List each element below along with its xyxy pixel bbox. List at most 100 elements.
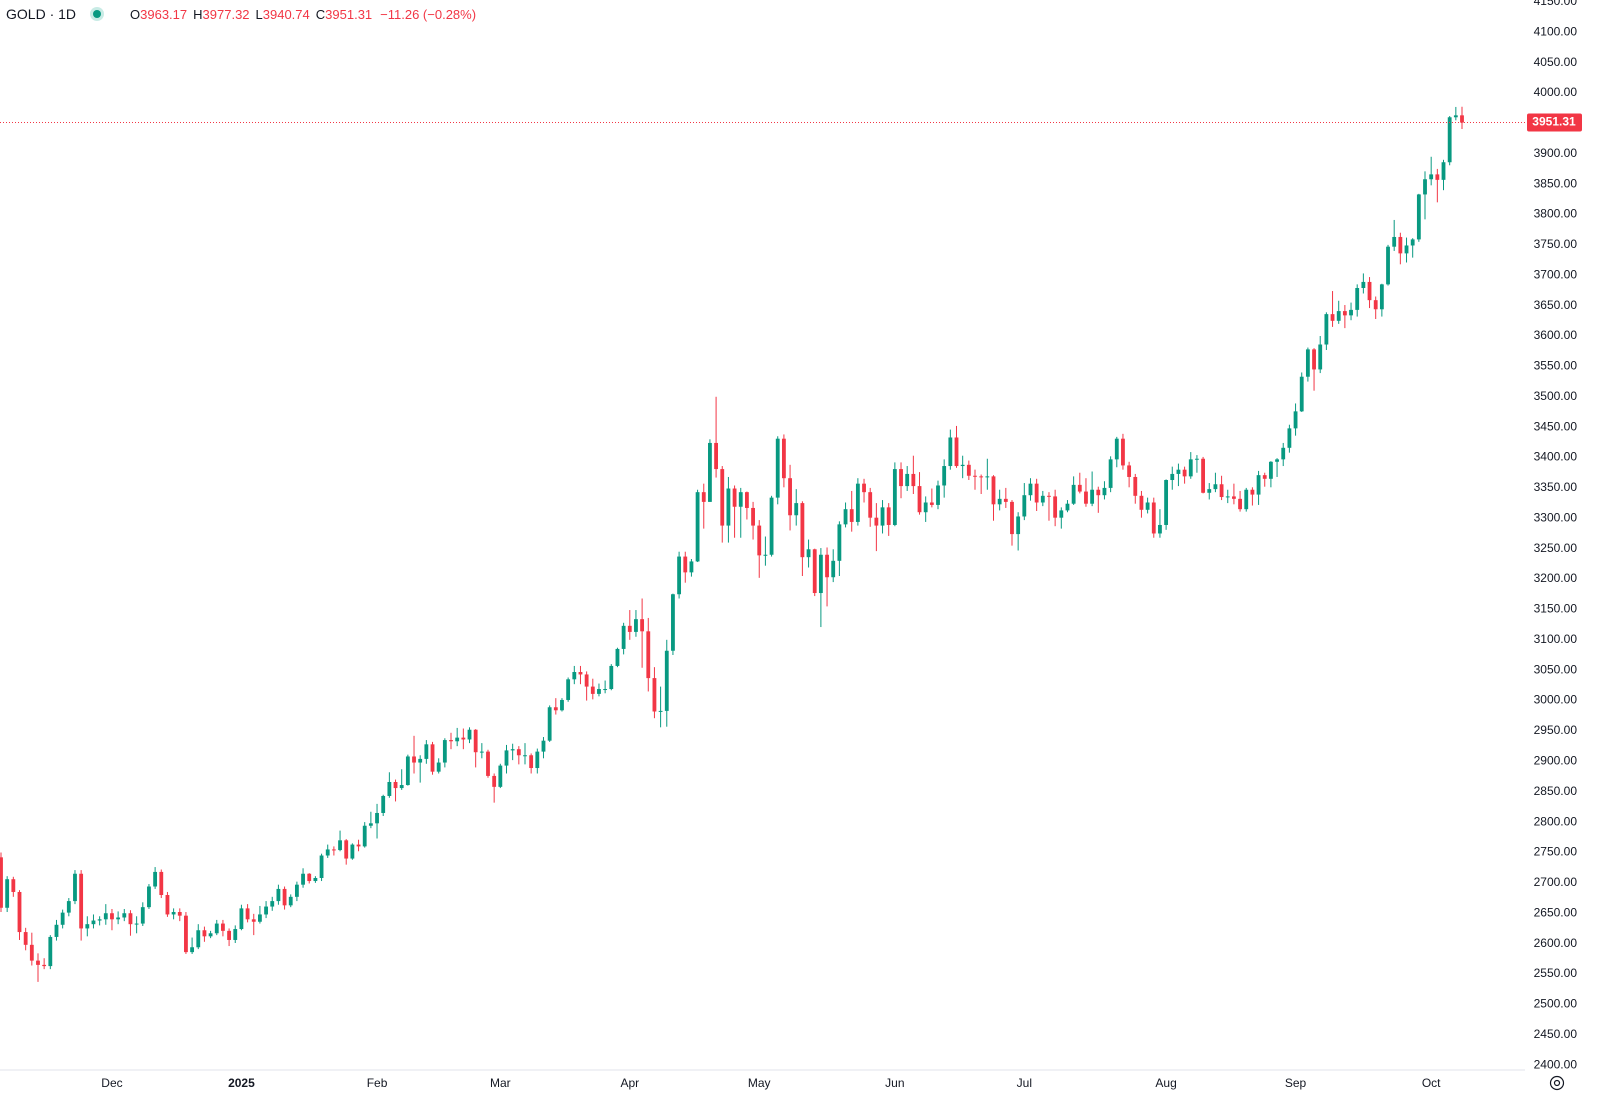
candle-body [745,492,749,508]
candle-body [313,877,318,882]
y-tick-label: 2700.00 [1534,875,1578,889]
candle-body [282,888,287,906]
candle-body [442,740,447,763]
candle-body [535,751,540,769]
candle-body [184,915,188,953]
candle-body [1244,489,1249,510]
candle-body [227,930,231,940]
settings-icon[interactable] [1549,1075,1565,1091]
candle-body [368,823,373,826]
candle-body [467,729,472,740]
candle-body [640,619,645,632]
candle-body [609,665,614,690]
candle-body [812,549,817,594]
candle-body [42,964,47,967]
candle-body [892,469,897,525]
settings-ring[interactable] [1549,1075,1565,1091]
candle-body [153,871,158,887]
candle-body [479,751,484,753]
candle-body [196,930,201,948]
candle-body [1053,496,1058,518]
candle-body [1047,495,1051,497]
candle-body [202,930,207,937]
candle-body [307,873,312,882]
symbol[interactable]: GOLD · 1D [6,6,77,22]
y-tick-label: 3900.00 [1534,146,1578,160]
x-tick-label: 2025 [228,1076,255,1090]
candle-body [862,483,866,493]
candle-body [1453,115,1458,118]
candle-body [1133,476,1138,496]
y-tick-label: 2950.00 [1534,723,1578,737]
candle-body [134,923,139,925]
candle-body [288,896,293,906]
candle-body [1262,475,1267,479]
candle-body [1441,162,1446,180]
candle-body [1268,461,1273,479]
y-tick-label: 3750.00 [1534,237,1578,251]
candle-body [677,556,682,595]
candle-body [1010,501,1014,535]
y-tick-label: 3150.00 [1534,602,1578,616]
candle-body [208,933,213,937]
y-tick-label: 3050.00 [1534,662,1578,676]
candle-body [85,924,90,929]
candle-body [572,672,577,680]
candle-body [381,795,386,813]
candle-body [781,438,786,479]
x-tick-label: Dec [101,1076,122,1090]
close-value: 3951.31 [325,6,373,22]
candle-body [331,849,336,851]
candle-body [973,475,977,477]
candle-body [430,744,435,772]
y-tick-label: 2600.00 [1534,936,1578,950]
candle-body [116,917,121,920]
market-status[interactable] [90,7,105,21]
candle-body [671,594,675,651]
candle-body [1460,115,1464,123]
candle-body [1404,245,1409,254]
candle-body [1108,459,1113,488]
y-tick-label: 2500.00 [1534,997,1578,1011]
candle-body [319,855,324,878]
candle-body [1330,314,1335,321]
candle-body [763,554,768,556]
candle-body [646,631,651,679]
candle-body [1281,447,1286,460]
candle-body [1392,236,1397,247]
candle-body [1429,174,1434,180]
y-tick-label: 2900.00 [1534,754,1578,768]
candle-body [239,908,244,930]
candle-body [1299,376,1304,412]
candle-body [356,844,361,847]
candle-body [1084,491,1088,504]
candle-body [258,914,262,922]
candle-body [387,781,392,796]
candle-body [936,485,940,505]
y-tick-label: 3000.00 [1534,693,1578,707]
y-tick-label: 3100.00 [1534,632,1578,646]
legend: GOLD · 1D O 3963.17 H 3977.32 L 3940.74 C 39… [6,6,476,22]
candle-body [325,849,330,856]
candle-body [1287,428,1292,448]
candle-body [110,913,114,920]
candle-body [399,785,404,789]
candle-body [473,729,478,753]
candle-body [338,840,342,851]
open-value: 3963.17 [140,6,188,22]
candle-body [683,556,688,573]
y-tick-label: 3500.00 [1534,389,1578,403]
candles [0,106,1464,982]
candle-body [1102,487,1107,496]
last-price-label: 3951.31 [1532,115,1576,129]
candle-body [461,737,466,740]
candle-body [36,960,40,965]
candle-body [1090,489,1095,504]
candle-body [1293,411,1298,429]
y-tick-label: 3350.00 [1534,480,1578,494]
settings-center[interactable] [1553,1079,1561,1087]
candle-body [997,498,1002,505]
candle-body [966,464,971,476]
change: −11.26 (−0.28%) [380,6,477,22]
candle-body [948,437,953,467]
